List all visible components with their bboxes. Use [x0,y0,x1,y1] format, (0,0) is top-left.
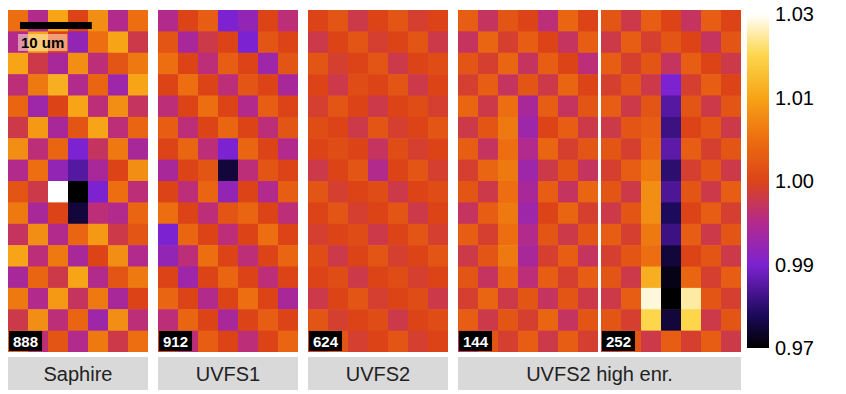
svg-text:0.99: 0.99 [775,254,814,276]
svg-text:1.01: 1.01 [775,87,814,109]
svg-text:624: 624 [313,333,339,350]
svg-text:1.03: 1.03 [775,3,814,25]
svg-text:UVFS2: UVFS2 [346,363,410,385]
svg-text:10 um: 10 um [21,34,64,51]
svg-text:888: 888 [13,333,38,350]
svg-text:1.00: 1.00 [775,170,814,192]
svg-text:UVFS1: UVFS1 [196,363,260,385]
svg-text:Saphire: Saphire [44,363,113,385]
svg-text:912: 912 [163,333,188,350]
svg-text:0.97: 0.97 [775,337,814,359]
svg-text:144: 144 [463,333,489,350]
svg-text:UVFS2 high enr.: UVFS2 high enr. [526,363,673,385]
svg-text:252: 252 [606,333,631,350]
